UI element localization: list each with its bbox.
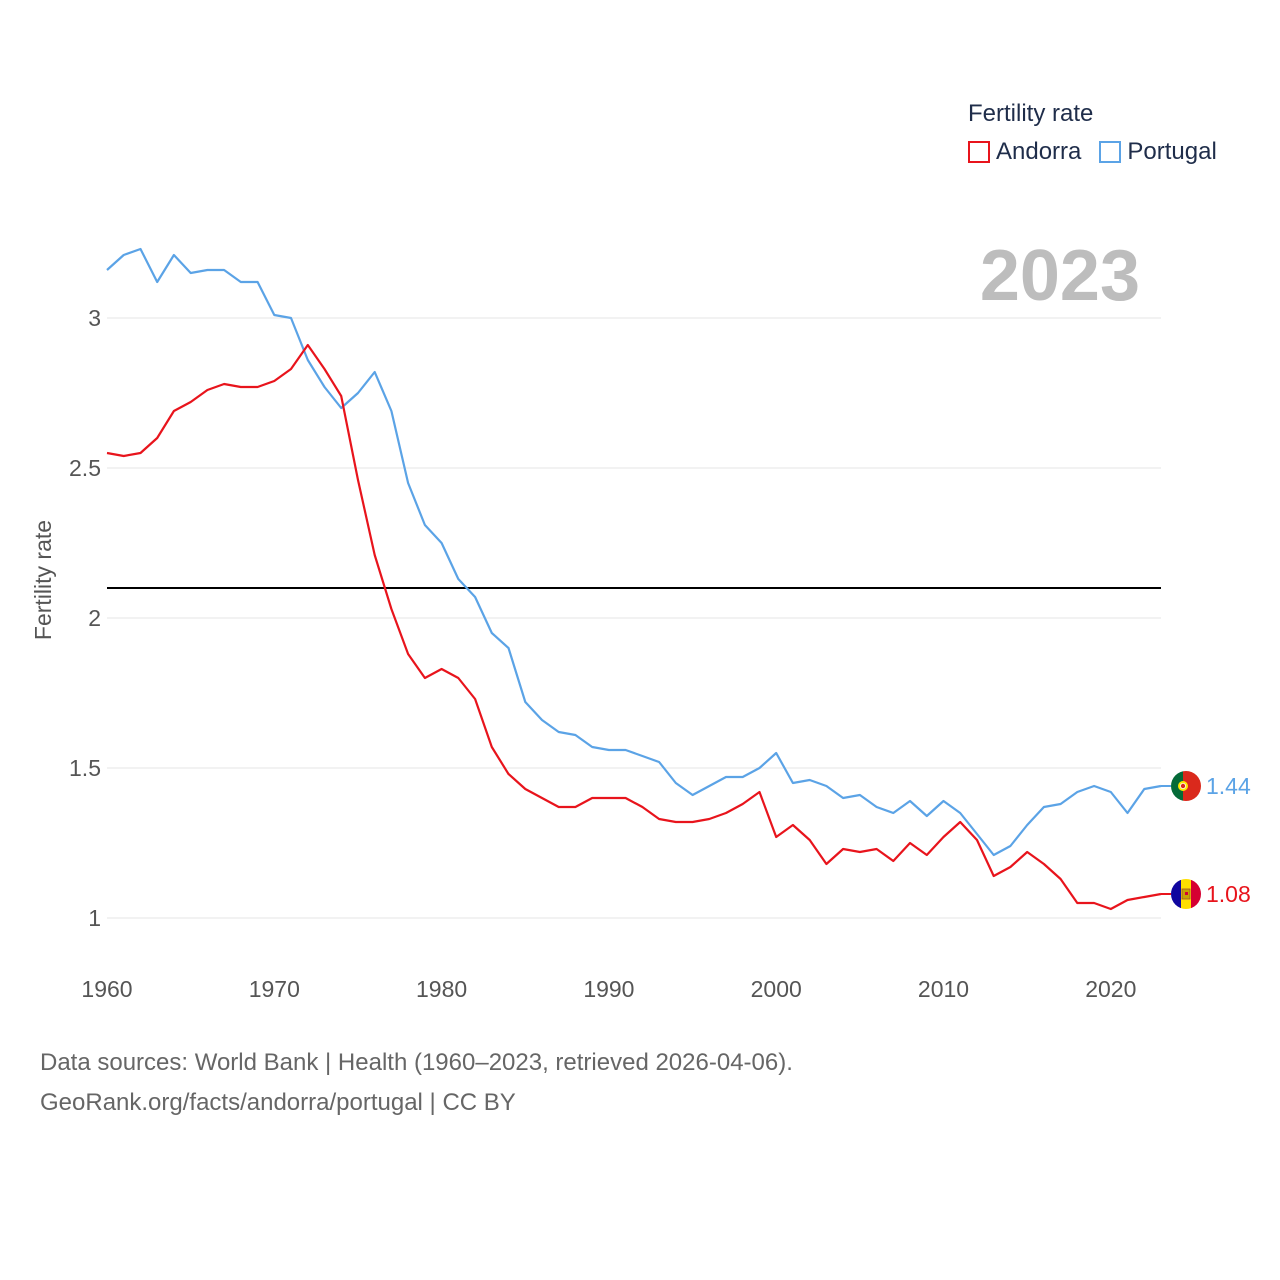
x-tick-label: 1980: [416, 976, 467, 1002]
x-tick-label: 1960: [81, 976, 132, 1002]
x-tick-label: 1990: [583, 976, 634, 1002]
portugal-end-marker: 1.44: [1161, 771, 1251, 801]
end-value-label-portugal: 1.44: [1206, 773, 1251, 799]
legend-label-portugal: Portugal: [1127, 138, 1217, 165]
y-tick-label: 1.5: [69, 755, 101, 781]
legend-swatch-andorra: [968, 141, 990, 163]
y-tick-label: 1: [88, 905, 101, 931]
legend-item-andorra[interactable]: Andorra: [968, 138, 1081, 166]
legend-title: Fertility rate: [968, 100, 1094, 127]
legend: Fertility rate Andorra Portugal: [968, 100, 1217, 166]
y-tick-label: 3: [88, 305, 101, 331]
source-note: Data sources: World Bank | Health (1960–…: [40, 1043, 793, 1123]
y-axis-ticks: 1 1.5 2 2.5 3: [69, 305, 101, 931]
portugal-flag-icon: [1171, 771, 1201, 801]
x-tick-label: 2020: [1085, 976, 1136, 1002]
y-tick-label: 2.5: [69, 455, 101, 481]
series-line-portugal[interactable]: [106, 247, 1162, 857]
data-source-text: Data sources: World Bank | Health (1960–…: [40, 1049, 793, 1076]
y-axis-title: Fertility rate: [30, 520, 56, 640]
legend-swatch-portugal: [1099, 141, 1122, 163]
x-axis-ticks: 1960 1970 1980 1990 2000 2010 2020: [81, 976, 1136, 1002]
andorra-end-marker: 1.08: [1161, 879, 1251, 909]
legend-label-andorra: Andorra: [996, 138, 1082, 165]
series-lines: [106, 247, 1162, 911]
current-year-label: 2023: [980, 236, 1140, 316]
legend-item-portugal[interactable]: Portugal: [1099, 138, 1217, 166]
x-tick-label: 1970: [249, 976, 300, 1002]
gridlines: [107, 317, 1161, 919]
end-markers: 1.08 1.44: [1161, 771, 1251, 909]
series-line-andorra[interactable]: [106, 343, 1162, 911]
end-value-label-andorra: 1.08: [1206, 881, 1251, 907]
x-tick-label: 2010: [918, 976, 969, 1002]
andorra-flag-icon: [1171, 879, 1201, 909]
attribution-link[interactable]: GeoRank.org/facts/andorra/portugal | CC …: [40, 1089, 516, 1116]
y-tick-label: 2: [88, 605, 101, 631]
x-tick-label: 2000: [751, 976, 802, 1002]
